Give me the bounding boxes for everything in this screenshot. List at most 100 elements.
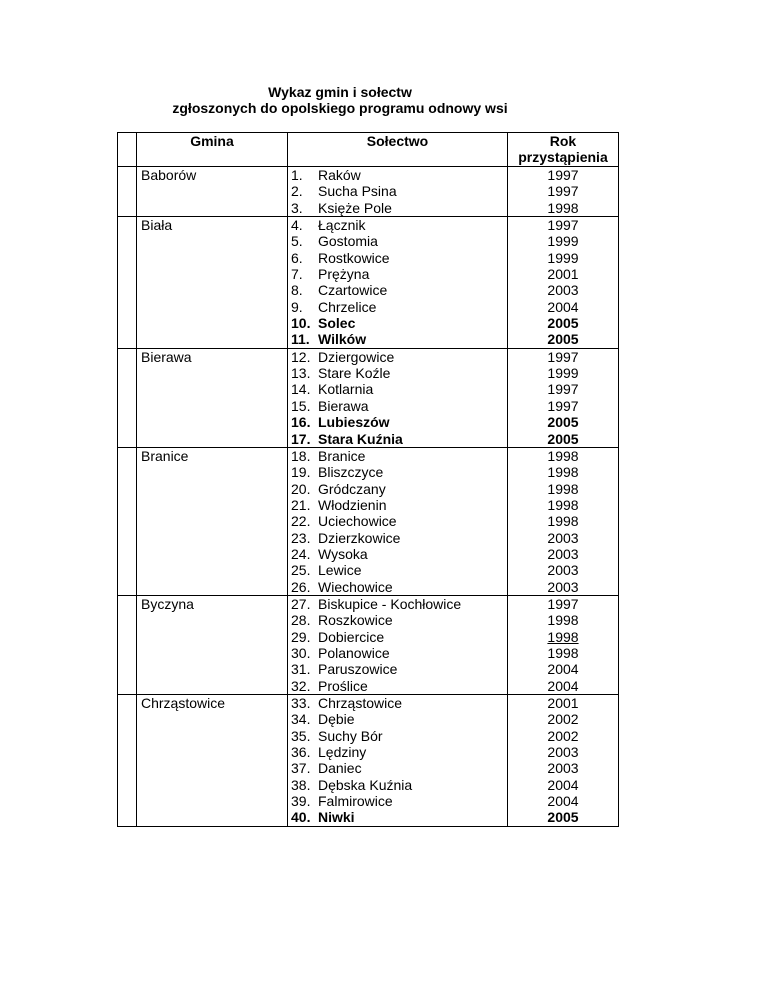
solectwo-item: 11. Wilków xyxy=(288,331,507,347)
solectwo-item: 26. Wiechowice xyxy=(288,579,507,595)
solectwo-number: 31. xyxy=(291,661,311,678)
solectwo-item: 31. Paruszowice xyxy=(288,661,507,677)
table-row: Chrząstowice 33. Chrząstowice 34. Dębie 35. Su… xyxy=(117,694,619,827)
solectwo-number: 30. xyxy=(291,644,311,661)
rok-text: 2003 xyxy=(547,282,579,299)
rok-text: 2003 xyxy=(547,529,579,546)
solectwo-item: 35. Suchy Bór xyxy=(288,728,507,744)
rok-value: 2004 xyxy=(508,777,618,793)
rok-value: 2003 xyxy=(508,562,618,578)
solectwo-name: Prężyna xyxy=(318,266,370,283)
solectwo-number: 28. xyxy=(291,612,311,629)
rok-text: 1997 xyxy=(547,167,579,183)
rok-text: 1998 xyxy=(547,513,579,530)
solectwo-number: 10. xyxy=(291,315,311,332)
solectwo-name: Czartowice xyxy=(318,282,388,299)
gmina-name: Branice xyxy=(141,447,189,464)
rok-value: 1997 xyxy=(508,217,618,233)
solectwo-item: 3. Księże Pole xyxy=(288,200,507,216)
solectwo-number: 29. xyxy=(291,628,311,645)
solectwo-item: 37. Daniec xyxy=(288,760,507,776)
rok-value: 2004 xyxy=(508,661,618,677)
blank-cell xyxy=(117,216,137,349)
solectwo-item: 32. Proślice xyxy=(288,678,507,694)
rok-value: 2004 xyxy=(508,299,618,315)
solectwo-item: 1. Raków xyxy=(288,167,507,183)
rok-text: 2005 xyxy=(547,331,579,348)
rok-cell: 1997 1998 1998 1998 2004 2004 xyxy=(507,594,619,696)
rok-text: 2005 xyxy=(547,430,579,447)
gmina-cell: Branice xyxy=(136,446,288,596)
solectwo-name: Proślice xyxy=(318,677,368,694)
solectwo-number: 14. xyxy=(291,381,311,398)
solectwo-name: Bierawa xyxy=(318,397,369,414)
rok-value: 2005 xyxy=(508,431,618,447)
solectwo-item: 18. Branice xyxy=(288,448,507,464)
rok-text: 2003 xyxy=(547,545,579,562)
solectwo-name: Biskupice - Kochłowice xyxy=(318,595,462,612)
solectwo-number: 19. xyxy=(291,464,311,481)
solectwo-name: Lubieszów xyxy=(318,414,390,431)
solectwo-cell: 4. Łącznik 5. Gostomia 6. Rostkowice 7. Prężyna… xyxy=(287,216,508,349)
rok-text: 1997 xyxy=(547,183,579,200)
solectwo-number: 20. xyxy=(291,480,311,497)
solectwo-name: Dębska Kuźnia xyxy=(318,776,413,793)
solectwo-name: Polanowice xyxy=(318,644,390,661)
solectwo-item: 12. Dziergowice xyxy=(288,349,507,365)
solectwo-name: Suchy Bór xyxy=(318,727,383,744)
rok-text: 1998 xyxy=(547,628,579,645)
rok-value: 1997 xyxy=(508,167,618,183)
solectwo-number: 33. xyxy=(291,695,311,711)
rok-text: 2004 xyxy=(547,661,579,678)
gmina-name: Biała xyxy=(141,217,173,234)
rok-text: 2004 xyxy=(547,776,579,793)
rok-value: 1998 xyxy=(508,448,618,464)
table-row: Byczyna 27. Biskupice - Kochłowice 28. Roszk… xyxy=(117,594,619,696)
solectwo-item: 36. Lędziny xyxy=(288,744,507,760)
solectwo-item: 6. Rostkowice xyxy=(288,250,507,266)
rok-value: 2004 xyxy=(508,678,618,694)
table-row: Baborów 1. Raków 2. Sucha Psina 3. Księże Pole… xyxy=(117,165,619,218)
rok-text: 2003 xyxy=(547,562,579,579)
solectwo-item: 2. Sucha Psina xyxy=(288,183,507,199)
rok-text: 1998 xyxy=(547,612,579,629)
solectwo-item: 23. Dzierzkowice xyxy=(288,530,507,546)
solectwo-name: Sucha Psina xyxy=(318,183,397,200)
solectwo-number: 39. xyxy=(291,793,311,810)
rok-text: 1997 xyxy=(547,381,579,398)
rok-value: 1997 xyxy=(508,398,618,414)
rok-text: 2004 xyxy=(547,677,579,694)
blank-cell xyxy=(117,165,137,218)
rok-text: 1998 xyxy=(547,496,579,513)
solectwo-number: 24. xyxy=(291,545,311,562)
solectwo-item: 30. Polanowice xyxy=(288,645,507,661)
blank-cell xyxy=(117,694,137,827)
rok-value: 1998 xyxy=(508,464,618,480)
solectwo-number: 18. xyxy=(291,447,311,464)
solectwo-name: Lędziny xyxy=(318,744,367,761)
rok-value: 1998 xyxy=(508,513,618,529)
rok-text: 1997 xyxy=(547,397,579,414)
rok-value: 2003 xyxy=(508,744,618,760)
solectwo-number: 26. xyxy=(291,578,311,595)
solectwo-name: Niwki xyxy=(318,809,355,826)
rok-text: 1999 xyxy=(547,249,579,266)
solectwo-number: 15. xyxy=(291,397,311,414)
solectwo-number: 11. xyxy=(291,331,310,348)
solectwo-name: Roszkowice xyxy=(318,612,393,629)
solectwo-name: Dębie xyxy=(318,711,355,728)
solectwo-name: Chrząstowice xyxy=(318,695,403,711)
solectwo-name: Paruszowice xyxy=(318,661,398,678)
solectwo-item: 9. Chrzelice xyxy=(288,299,507,315)
solectwo-number: 9. xyxy=(291,298,303,315)
solectwo-name: Włodzienin xyxy=(318,496,387,513)
solectwo-number: 12. xyxy=(291,348,311,365)
rok-cell: 1997 1999 1999 2001 2003 2004 2005 2005 xyxy=(507,216,619,349)
rok-value: 2005 xyxy=(508,331,618,347)
gmina-name: Baborów xyxy=(141,167,197,183)
rok-value: 2005 xyxy=(508,414,618,430)
solectwo-cell: 12. Dziergowice 13. Stare Koźle 14. Kotlarnia… xyxy=(287,347,508,448)
solectwo-number: 37. xyxy=(291,760,311,777)
rok-value: 2002 xyxy=(508,711,618,727)
solectwo-number: 17. xyxy=(291,430,311,447)
